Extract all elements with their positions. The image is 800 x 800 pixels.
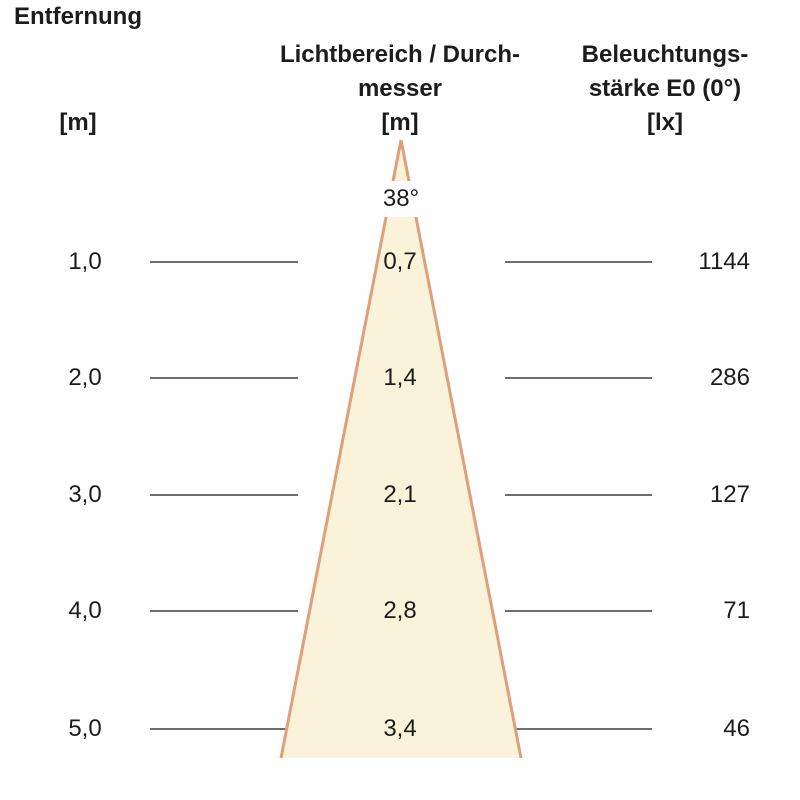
row-lines-right: [505, 261, 652, 730]
distance-value: 5,0: [68, 715, 102, 742]
illuminance-value: 71: [723, 597, 750, 624]
header-diameter-line1: Lichtbereich / Durch-: [279, 41, 521, 68]
diameter-value: 0,7: [383, 248, 417, 275]
illuminance-value: 1144: [698, 248, 750, 275]
distance-value: 3,0: [68, 481, 102, 508]
header-illuminance-unit: [lx]: [647, 109, 683, 136]
header-illuminance-line1: Beleuchtungs-: [581, 41, 749, 68]
distance-value: 1,0: [68, 248, 102, 275]
header-distance: Entfernung: [14, 3, 142, 30]
illuminance-value: 286: [709, 364, 750, 391]
header-diameter-line2: messer: [357, 75, 443, 102]
beam-angle-label: 38°: [358, 183, 444, 215]
distance-value: 2,0: [68, 364, 102, 391]
header-diameter-unit: [m]: [381, 109, 419, 136]
diameter-value: 2,1: [383, 481, 417, 508]
diameter-value: 1,4: [383, 364, 417, 391]
distance-value: 4,0: [68, 597, 102, 624]
light-cone-border-left: [279, 139, 403, 759]
light-cone-border-right: [399, 139, 523, 759]
diameter-value: 2,8: [383, 597, 417, 624]
light-cone-fill: [281, 140, 521, 758]
header-illuminance-line2: stärke E0 (0°): [588, 75, 742, 102]
row-lines-left: [150, 261, 298, 730]
illuminance-value: 46: [723, 715, 750, 742]
header-distance-unit: [m]: [59, 109, 97, 136]
diameter-value: 3,4: [383, 715, 417, 742]
illuminance-value: 127: [709, 481, 750, 508]
